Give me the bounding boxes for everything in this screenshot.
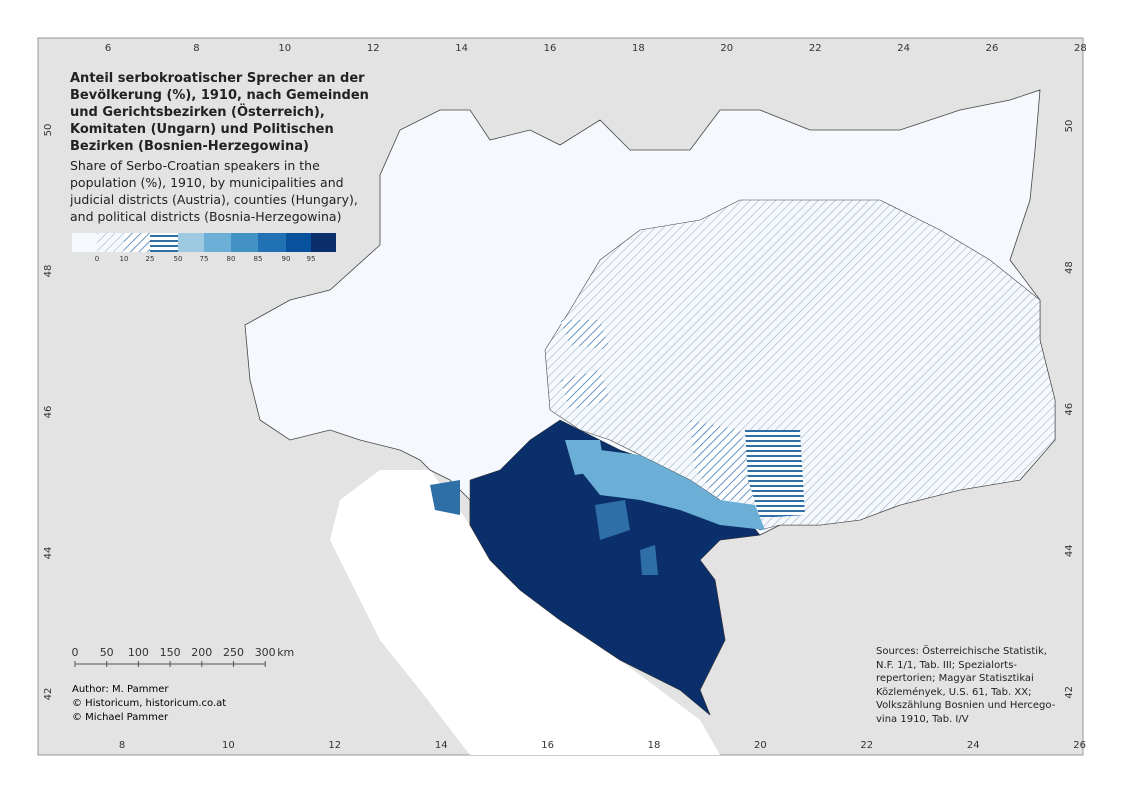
legend: [72, 233, 336, 252]
legend-swatch: [72, 233, 97, 252]
latitude-label: 44: [43, 547, 54, 560]
longitude-label: 22: [809, 43, 822, 54]
scale-label: 0: [72, 646, 79, 659]
longitude-label: 24: [967, 740, 980, 751]
legend-swatch: [97, 233, 124, 252]
scale-label: 250: [223, 646, 244, 659]
longitude-label: 26: [986, 43, 999, 54]
longitude-label: 22: [860, 740, 873, 751]
latitude-label: 50: [1064, 120, 1075, 133]
latitude-label: 46: [1064, 403, 1075, 416]
longitude-label: 10: [278, 43, 291, 54]
legend-label: 80: [227, 255, 236, 263]
latitude-label: 42: [43, 688, 54, 701]
longitude-label: 14: [455, 43, 468, 54]
latitude-label: 48: [1064, 261, 1075, 274]
legend-label: 95: [307, 255, 316, 263]
legend-label: 85: [254, 255, 263, 263]
legend-swatch: [204, 233, 231, 252]
sea: [330, 470, 720, 755]
longitude-label: 10: [222, 740, 235, 751]
legend-swatch: [286, 233, 311, 252]
legend-label: 75: [200, 255, 209, 263]
legend-swatch: [150, 233, 178, 252]
latitude-label: 48: [43, 265, 54, 278]
legend-label: 25: [146, 255, 155, 263]
legend-swatch: [231, 233, 258, 252]
scale-label: 200: [191, 646, 212, 659]
longitude-label: 8: [193, 43, 199, 54]
legend-swatch: [178, 233, 204, 252]
longitude-label: 20: [754, 740, 767, 751]
latitude-label: 46: [43, 406, 54, 419]
longitude-label: 12: [367, 43, 380, 54]
legend-swatch: [258, 233, 286, 252]
scale-label: 50: [100, 646, 114, 659]
longitude-label: 12: [328, 740, 341, 751]
credit: © Michael Pammer: [72, 712, 169, 723]
longitude-label: 14: [435, 740, 448, 751]
longitude-label: 6: [105, 43, 111, 54]
legend-label: 10: [120, 255, 129, 263]
legend-label: 0: [95, 255, 99, 263]
mid-share-areas: [430, 480, 658, 575]
vojvodina: [745, 430, 805, 518]
legend-label: 90: [282, 255, 291, 263]
scale-label: 150: [160, 646, 181, 659]
longitude-label: 18: [632, 43, 645, 54]
latitude-label: 50: [43, 124, 54, 137]
longitude-label: 24: [897, 43, 910, 54]
longitude-label: 20: [720, 43, 733, 54]
latitude-label: 44: [1064, 544, 1075, 557]
legend-label: 50: [174, 255, 183, 263]
scale-label: 300: [255, 646, 276, 659]
subtitle: Share of Serbo-Croatian speakers in the …: [70, 158, 358, 224]
longitude-label: 28: [1074, 43, 1087, 54]
low-share-areas: [560, 320, 760, 500]
latitude-label: 42: [1064, 686, 1075, 699]
longitude-label: 16: [544, 43, 557, 54]
credit: Author: M. Pammer: [72, 684, 169, 695]
scale-label: 100: [128, 646, 149, 659]
longitude-label: 18: [648, 740, 661, 751]
title: Anteil serbokroatischer Sprecher an der …: [70, 71, 369, 154]
longitude-label: 26: [1073, 740, 1086, 751]
credit: © Historicum, historicum.co.at: [72, 698, 227, 709]
longitude-label: 8: [119, 740, 125, 751]
sources: Sources: Österreichische Statistik, N.F.…: [876, 646, 1056, 725]
scale-unit: km: [277, 646, 294, 659]
longitude-label: 16: [541, 740, 554, 751]
legend-swatch: [311, 233, 336, 252]
slavonia: [565, 440, 765, 530]
legend-swatch: [124, 233, 150, 252]
